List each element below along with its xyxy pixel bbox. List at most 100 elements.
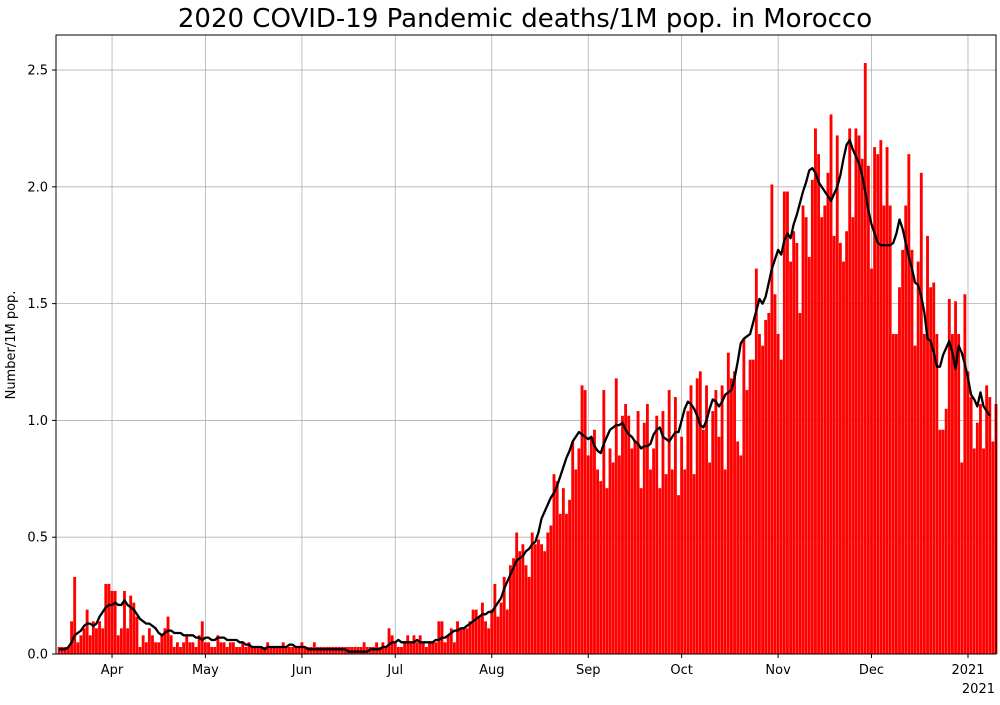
daily-bar <box>854 128 858 654</box>
daily-bar <box>879 140 883 654</box>
daily-bar <box>219 642 223 654</box>
daily-bar <box>885 147 889 654</box>
daily-bar <box>894 333 898 654</box>
daily-bar <box>863 63 867 654</box>
daily-bar <box>898 287 901 654</box>
daily-bar <box>378 646 382 654</box>
daily-bar <box>73 576 77 654</box>
daily-bar <box>605 488 609 654</box>
daily-bar <box>160 635 164 654</box>
daily-bar <box>776 333 780 654</box>
daily-bar <box>319 646 323 654</box>
daily-bar <box>79 635 83 654</box>
daily-bar <box>652 448 656 654</box>
daily-bar <box>300 642 304 654</box>
daily-bar <box>580 385 584 654</box>
daily-bar <box>810 179 814 655</box>
daily-bar <box>537 539 540 654</box>
daily-bar <box>390 635 394 654</box>
daily-bar <box>938 429 942 654</box>
daily-bar <box>926 235 929 654</box>
daily-bar <box>739 455 743 654</box>
daily-bar <box>123 590 126 654</box>
daily-bar <box>748 359 752 654</box>
daily-bar <box>761 345 764 654</box>
daily-bar <box>726 352 730 654</box>
daily-bar <box>247 642 251 654</box>
daily-bar <box>530 532 534 654</box>
y-tick-label: 0.5 <box>27 531 48 546</box>
daily-bar <box>963 294 967 654</box>
daily-bar <box>645 404 649 654</box>
daily-bar <box>655 415 659 654</box>
daily-bar <box>253 646 257 654</box>
daily-bar <box>484 621 487 654</box>
rolling-average <box>59 138 991 653</box>
daily-bar <box>549 525 553 654</box>
daily-bar <box>446 635 450 654</box>
daily-bar <box>913 345 917 654</box>
daily-bar <box>798 312 802 654</box>
y-tick-label: 2.5 <box>27 64 48 79</box>
daily-bar <box>387 628 391 654</box>
daily-bar <box>642 422 646 654</box>
daily-bar <box>561 488 565 654</box>
daily-bar <box>216 635 220 654</box>
daily-bar <box>126 628 130 654</box>
daily-bar <box>393 642 397 654</box>
daily-bar <box>904 205 908 655</box>
x-tick-label: Jul <box>386 663 403 678</box>
daily-bar <box>910 249 914 654</box>
daily-bar <box>331 646 335 654</box>
daily-bar <box>929 287 933 654</box>
daily-bar <box>518 551 522 654</box>
daily-bar <box>449 628 453 654</box>
daily-bar <box>851 217 855 654</box>
daily-bar <box>686 411 690 654</box>
daily-bar <box>838 242 842 654</box>
daily-bar <box>356 646 360 654</box>
x-axis-ticks: Apr May Jun Jul Aug Sep Oct Nov Dec 2021 <box>101 654 985 678</box>
daily-bar <box>617 455 621 654</box>
daily-bar <box>272 646 276 654</box>
daily-bar <box>558 513 562 654</box>
daily-bar <box>630 448 634 654</box>
daily-bar <box>627 415 631 654</box>
daily-bar <box>683 469 687 654</box>
daily-bar <box>98 621 102 654</box>
daily-bar <box>708 462 712 654</box>
daily-bar <box>101 628 105 654</box>
daily-bar <box>876 154 880 654</box>
daily-bar <box>873 147 877 654</box>
daily-bar <box>922 333 926 654</box>
daily-bar <box>474 609 478 654</box>
daily-bar <box>661 411 665 654</box>
daily-bar <box>207 642 210 654</box>
daily-bar <box>477 616 481 654</box>
rolling-average-line <box>59 138 991 653</box>
daily-bar <box>826 172 830 654</box>
y-tick-label: 2.0 <box>27 180 48 195</box>
daily-bar <box>829 114 833 654</box>
daily-bar <box>147 628 151 654</box>
daily-bar <box>571 441 575 654</box>
daily-bar <box>552 474 556 654</box>
daily-bar <box>241 642 245 654</box>
daily-bar <box>424 646 428 654</box>
daily-bar <box>132 602 136 654</box>
daily-bar <box>680 436 684 654</box>
daily-bar <box>907 154 911 654</box>
daily-bar <box>194 646 198 654</box>
daily-bar <box>764 319 768 654</box>
daily-bar <box>228 642 232 654</box>
daily-bar <box>795 242 799 654</box>
daily-bar <box>91 621 95 654</box>
daily-bar <box>88 635 92 654</box>
daily-bar <box>499 602 503 654</box>
daily-bar <box>767 312 771 654</box>
daily-bar <box>677 495 680 654</box>
daily-bar <box>462 628 466 654</box>
daily-bar <box>104 583 108 654</box>
daily-bar <box>736 441 740 654</box>
daily-bar <box>456 621 459 654</box>
